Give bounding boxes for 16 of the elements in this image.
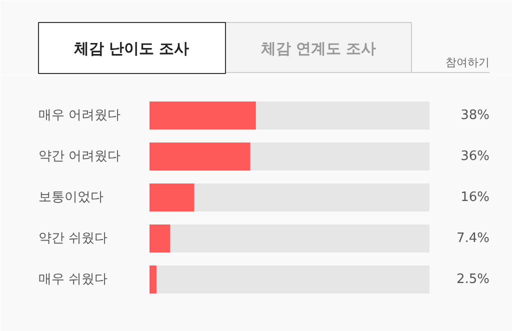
data-label: 36% [460, 149, 490, 164]
data-label: 16% [460, 190, 490, 205]
data-label: 38% [460, 108, 490, 123]
y-tick-label: 약간 어려웠다 [38, 149, 121, 164]
y-tick-label: 보통이었다 [38, 190, 104, 205]
text: 체감 연계도 조사 [260, 40, 376, 58]
text: 참여하기 [446, 56, 490, 69]
data-label: 2.5% [456, 272, 490, 287]
bar [150, 184, 194, 212]
bar [150, 266, 156, 294]
data-label: 7.4% [456, 231, 490, 246]
y-tick-label: 매우 어려웠다 [38, 108, 121, 123]
bar [150, 224, 170, 252]
y-tick-label: 약간 쉬웠다 [38, 231, 108, 246]
chart-title: 체감 난이도 조사 [72, 40, 190, 58]
y-tick-label: 매우 쉬웠다 [38, 272, 108, 287]
